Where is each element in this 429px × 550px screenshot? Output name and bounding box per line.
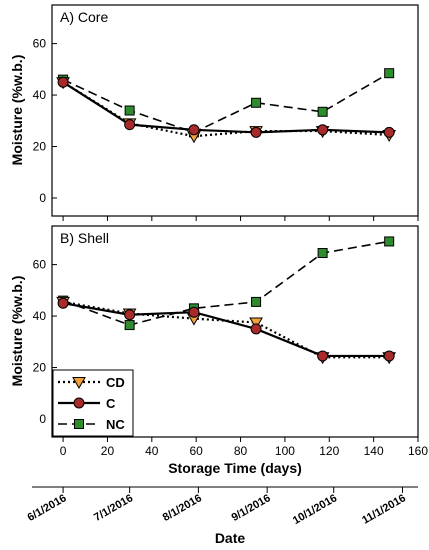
series-group-shell (56, 236, 397, 365)
data-point-shell-NC (251, 296, 262, 307)
data-point-shell-C (188, 306, 200, 318)
y-tick-label: 0 (39, 191, 46, 205)
series-line-core-C (62, 81, 390, 134)
date-ticks: 6/1/2016 7/1/2016 8/1/2016 9/1/2016 10/1/201… (26, 487, 408, 527)
data-point-shell-NC (317, 248, 328, 259)
x-tick-label: 120 (319, 444, 339, 458)
legend-label-CD: CD (106, 375, 125, 390)
series-line-shell-NC (62, 240, 390, 326)
x-tick-label: 100 (275, 444, 295, 458)
data-point-shell-NC (384, 236, 395, 247)
series-line-core-NC (62, 72, 390, 134)
date-axis-title: Date (215, 530, 246, 546)
x-ticks-shell: 0 20 40 60 80 100 120 140 160 (60, 437, 428, 458)
x-tick-label: 20 (101, 444, 115, 458)
data-point-core-NC (317, 106, 328, 117)
x-tick-label: 140 (364, 444, 384, 458)
x-tick-label: 80 (234, 444, 248, 458)
panel-title-shell: B) Shell (60, 230, 109, 246)
date-tick-label: 6/1/2016 (26, 492, 69, 524)
panel-shell: B) Shell 0 20 40 60 0 20 40 60 80 100 120 140 160 C… (33, 225, 428, 458)
plot-frame-shell (51, 225, 419, 438)
plot-frame-core (51, 4, 419, 217)
date-tick-label: 9/1/2016 (230, 492, 273, 524)
legend-marker-NC (74, 419, 84, 429)
data-point-shell-C (57, 297, 69, 309)
legend-marker-CD (72, 377, 86, 390)
y-axis-title-shell: Moisture (%w.b.) (9, 276, 25, 387)
y-tick-label: 60 (33, 258, 47, 272)
x-tick-label: 0 (60, 444, 67, 458)
date-tick-label: 10/1/2016 (291, 492, 339, 527)
y-axis-title-core: Moisture (%w.b.) (9, 55, 25, 166)
panel-title-core: A) Core (60, 9, 108, 25)
series-line-core-CD (62, 81, 390, 138)
date-tick-label: 11/1/2016 (360, 492, 408, 527)
data-point-shell-C (124, 309, 136, 321)
series-group-core (56, 68, 397, 144)
date-tick-label: 8/1/2016 (161, 492, 204, 524)
date-tick-label: 7/1/2016 (92, 492, 135, 524)
data-point-shell-NC (124, 320, 135, 331)
y-tick-label: 20 (33, 361, 47, 375)
series-line-shell-C (62, 302, 390, 358)
legend-items: CD C NC (58, 375, 125, 432)
x-axis-title: Storage Time (days) (168, 460, 302, 476)
data-point-shell-CD (249, 317, 263, 330)
data-point-shell-C (317, 350, 329, 362)
y-ticks-shell: 0 20 40 60 (33, 258, 57, 426)
data-point-core-C (57, 76, 69, 88)
y-tick-label: 40 (33, 309, 47, 323)
x-tick-label: 40 (145, 444, 159, 458)
date-axis: 6/1/2016 7/1/2016 8/1/2016 9/1/2016 10/1/201… (26, 486, 418, 527)
legend: CD C NC (52, 369, 134, 437)
legend-label-C: C (106, 396, 116, 411)
data-point-core-NC (384, 68, 395, 79)
data-point-shell-C (250, 323, 262, 335)
panel-core: A) Core 0 20 40 60 (33, 4, 419, 221)
y-ticks-core: 0 20 40 60 (33, 37, 57, 205)
data-point-core-NC (251, 97, 262, 108)
y-tick-label: 40 (33, 88, 47, 102)
data-point-core-C (124, 119, 136, 131)
data-point-shell-C (383, 350, 395, 362)
series-line-shell-CD (62, 300, 390, 359)
y-tick-label: 60 (33, 37, 47, 51)
legend-marker-C (73, 397, 85, 409)
y-tick-label: 20 (33, 140, 47, 154)
data-point-core-C (250, 126, 262, 138)
x-ticks-core (62, 216, 419, 221)
data-point-core-C (383, 126, 395, 138)
legend-label-NC: NC (106, 417, 125, 432)
data-point-core-C (188, 124, 200, 136)
x-tick-label: 60 (190, 444, 204, 458)
data-point-core-C (317, 124, 329, 136)
y-tick-label: 0 (39, 412, 46, 426)
x-tick-label: 160 (408, 444, 428, 458)
data-point-core-NC (124, 105, 135, 116)
